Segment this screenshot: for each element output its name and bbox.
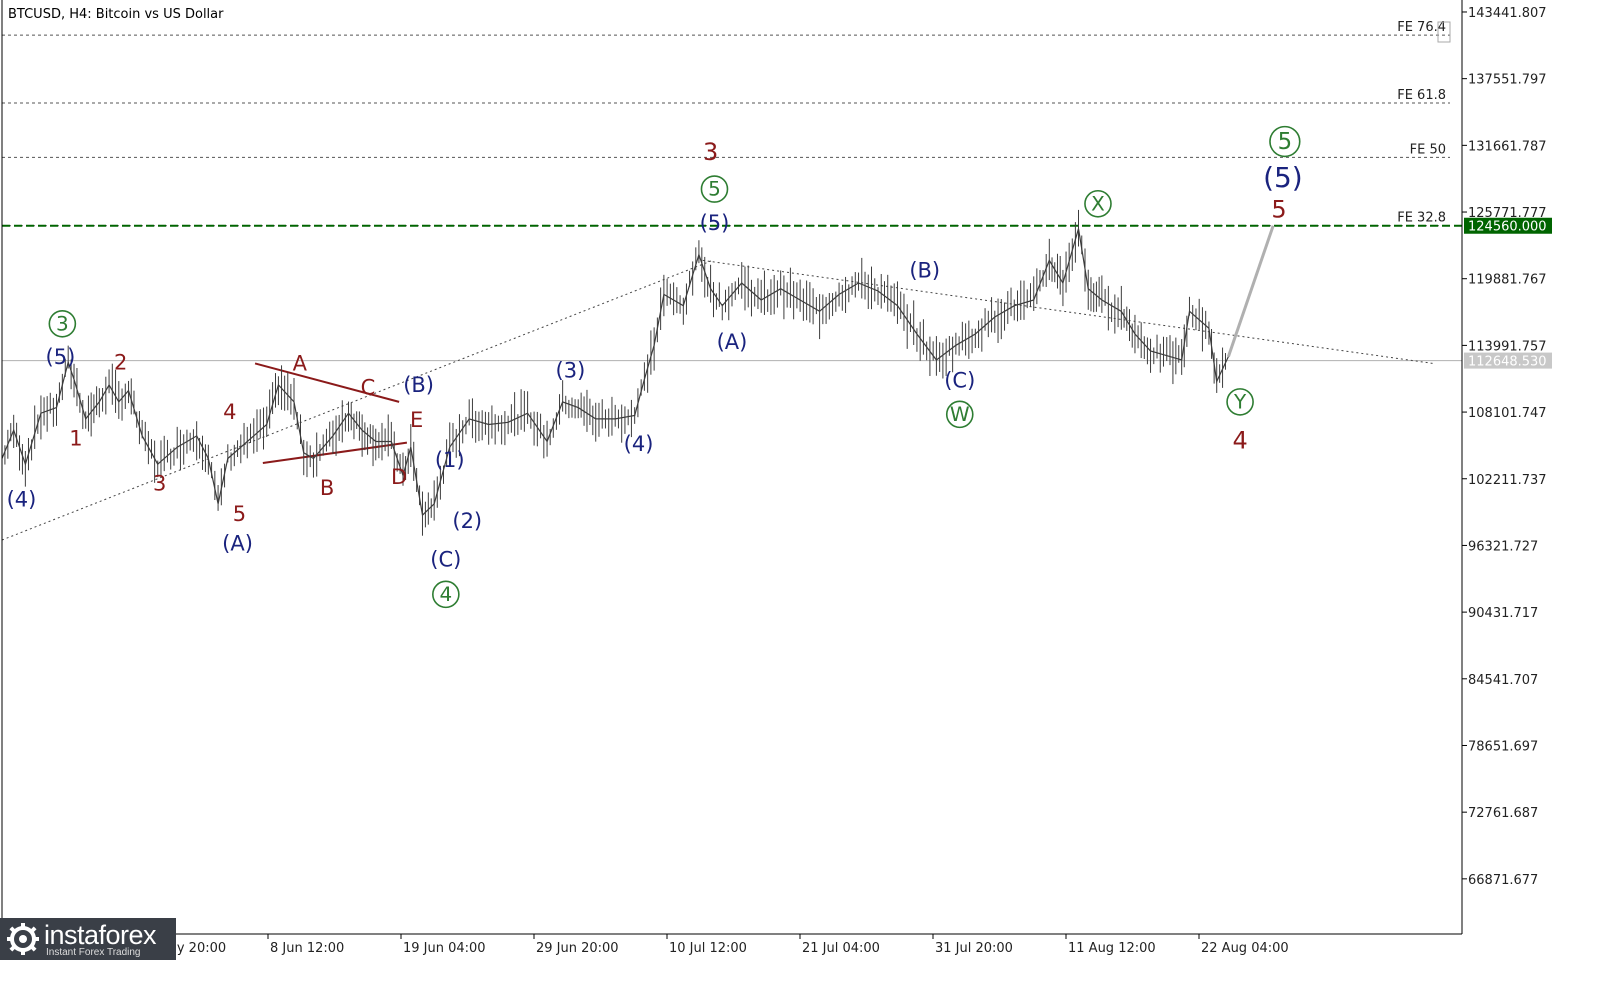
wave-label: 5 (1271, 196, 1286, 224)
wave-label: E (410, 408, 423, 432)
wave-label: (C) (944, 369, 975, 393)
wave-label: 5 (1278, 129, 1293, 155)
price-badges: 124560.000 112648.530 (1464, 217, 1552, 370)
wave-label: X (1091, 191, 1105, 215)
y-tick-label: 119881.767 (1468, 273, 1547, 288)
wave-label: (B) (403, 373, 434, 397)
x-tick-label: 31 Jul 20:00 (935, 941, 1013, 956)
x-tick-label: 11 Aug 12:00 (1068, 941, 1156, 956)
wave-label-circle (945, 400, 974, 429)
price-badge (1464, 352, 1552, 369)
x-tick-label: 8 Jun 12:00 (270, 941, 344, 956)
wave-label-circle (48, 309, 77, 338)
price-lines (2, 224, 1462, 362)
y-tick-label: 137551.797 (1468, 73, 1547, 88)
fib-label: FE 32.8 (1397, 211, 1446, 226)
wave-label: (A) (222, 532, 253, 556)
y-tick-label: 90431.717 (1468, 606, 1538, 621)
y-tick-label: 72761.687 (1468, 806, 1538, 821)
y-tick-label: 108101.747 (1468, 406, 1547, 421)
wave-label: (1) (435, 448, 465, 472)
chart-frame (1, 0, 1463, 935)
logo-brand: instaforex (44, 920, 157, 950)
wave-label: (5) (46, 345, 76, 369)
y-axis: 143441.807 137551.797 131661.787 125771.777… (1462, 6, 1547, 888)
wave-label: 1 (69, 426, 82, 450)
price-badge-label: 124560.000 (1468, 220, 1547, 235)
y-tick-label: 125771.777 (1468, 206, 1547, 221)
wave-label: B (320, 476, 334, 500)
wave-label-circle (1226, 388, 1254, 416)
wave-label: 4 (1232, 427, 1247, 455)
x-tick-label: 19 Jun 04:00 (403, 941, 486, 956)
wave-label: (A) (717, 330, 748, 354)
x-tick-label: 10 Jul 12:00 (669, 941, 747, 956)
wave-label-circle (1269, 125, 1301, 158)
wave-label: 3 (153, 472, 166, 496)
fibonacci-levels: FE 76.4 FE 61.8 FE 50 FE 32.8 (2, 20, 1450, 227)
fib-label: FE 50 (1410, 142, 1446, 157)
wave-label: (B) (909, 259, 940, 283)
wave-label-circle (432, 580, 460, 609)
price-line-path (1, 228, 1229, 517)
wave-label-circle (1084, 189, 1112, 218)
price-badge-label: 112648.530 (1468, 355, 1547, 370)
y-tick-label: 78651.697 (1468, 739, 1538, 754)
wave-label: (3) (556, 358, 586, 382)
wave-label: 3 (703, 138, 718, 166)
wave-labels: 3 (5) 2 1 (4) 4 3 5 (A) A B C D E (B) (1) (2) (C) 4 (3) (4) 3… (7, 125, 1303, 609)
trendline (254, 362, 400, 403)
y-tick-label: 143441.807 (1468, 6, 1547, 21)
trendline (262, 441, 408, 465)
y-tick-label: 113991.757 (1468, 339, 1547, 354)
instaforex-logo: instaforex Instant Forex Trading (0, 918, 176, 960)
wave-label: 5 (233, 502, 246, 526)
wave-label: 4 (439, 582, 452, 606)
x-tick-label: 22 Aug 04:00 (1201, 941, 1289, 956)
fib-label: FE 76.4 (1397, 20, 1446, 35)
y-tick-label: 96321.727 (1468, 539, 1538, 554)
trendline (1, 259, 713, 541)
wave-label: W (950, 402, 970, 426)
wave-label: 3 (56, 311, 69, 335)
y-tick-label: 102211.737 (1468, 473, 1547, 488)
x-tick-label: 29 Jun 20:00 (536, 941, 619, 956)
wave-label: (C) (430, 547, 461, 571)
wave-label: (5) (1263, 161, 1303, 194)
wave-label: 2 (114, 350, 127, 374)
y-tick-label: 84541.707 (1468, 673, 1538, 688)
projection-line (1226, 225, 1275, 358)
chart-title: BTCUSD, H4: Bitcoin vs US Dollar (8, 7, 224, 22)
gear-icon (7, 923, 39, 955)
wave-label: (2) (452, 509, 482, 533)
logo-tagline: Instant Forex Trading (46, 947, 141, 958)
wave-label: A (293, 352, 308, 376)
wave-label: (4) (624, 432, 654, 456)
wave-label-circle (700, 175, 729, 203)
price-series (1, 209, 1275, 536)
wave-label: (4) (7, 487, 37, 511)
y-tick-label: 131661.787 (1468, 139, 1547, 154)
wave-label: 5 (708, 177, 721, 201)
x-tick-label: 21 Jul 04:00 (802, 941, 880, 956)
fib-label: FE 61.8 (1397, 88, 1446, 103)
wave-label: Y (1233, 389, 1247, 413)
trendlines (1, 259, 1433, 541)
wave-label: 4 (223, 400, 236, 424)
x-axis: 29 May 20:00 8 Jun 12:00 19 Jun 04:00 29 Ju… (134, 934, 1289, 956)
wave-label: (5) (700, 211, 730, 235)
price-badge (1464, 217, 1552, 234)
wave-label: D (391, 465, 407, 489)
wave-label: C (361, 375, 376, 399)
y-tick-label: 66871.677 (1468, 873, 1538, 888)
